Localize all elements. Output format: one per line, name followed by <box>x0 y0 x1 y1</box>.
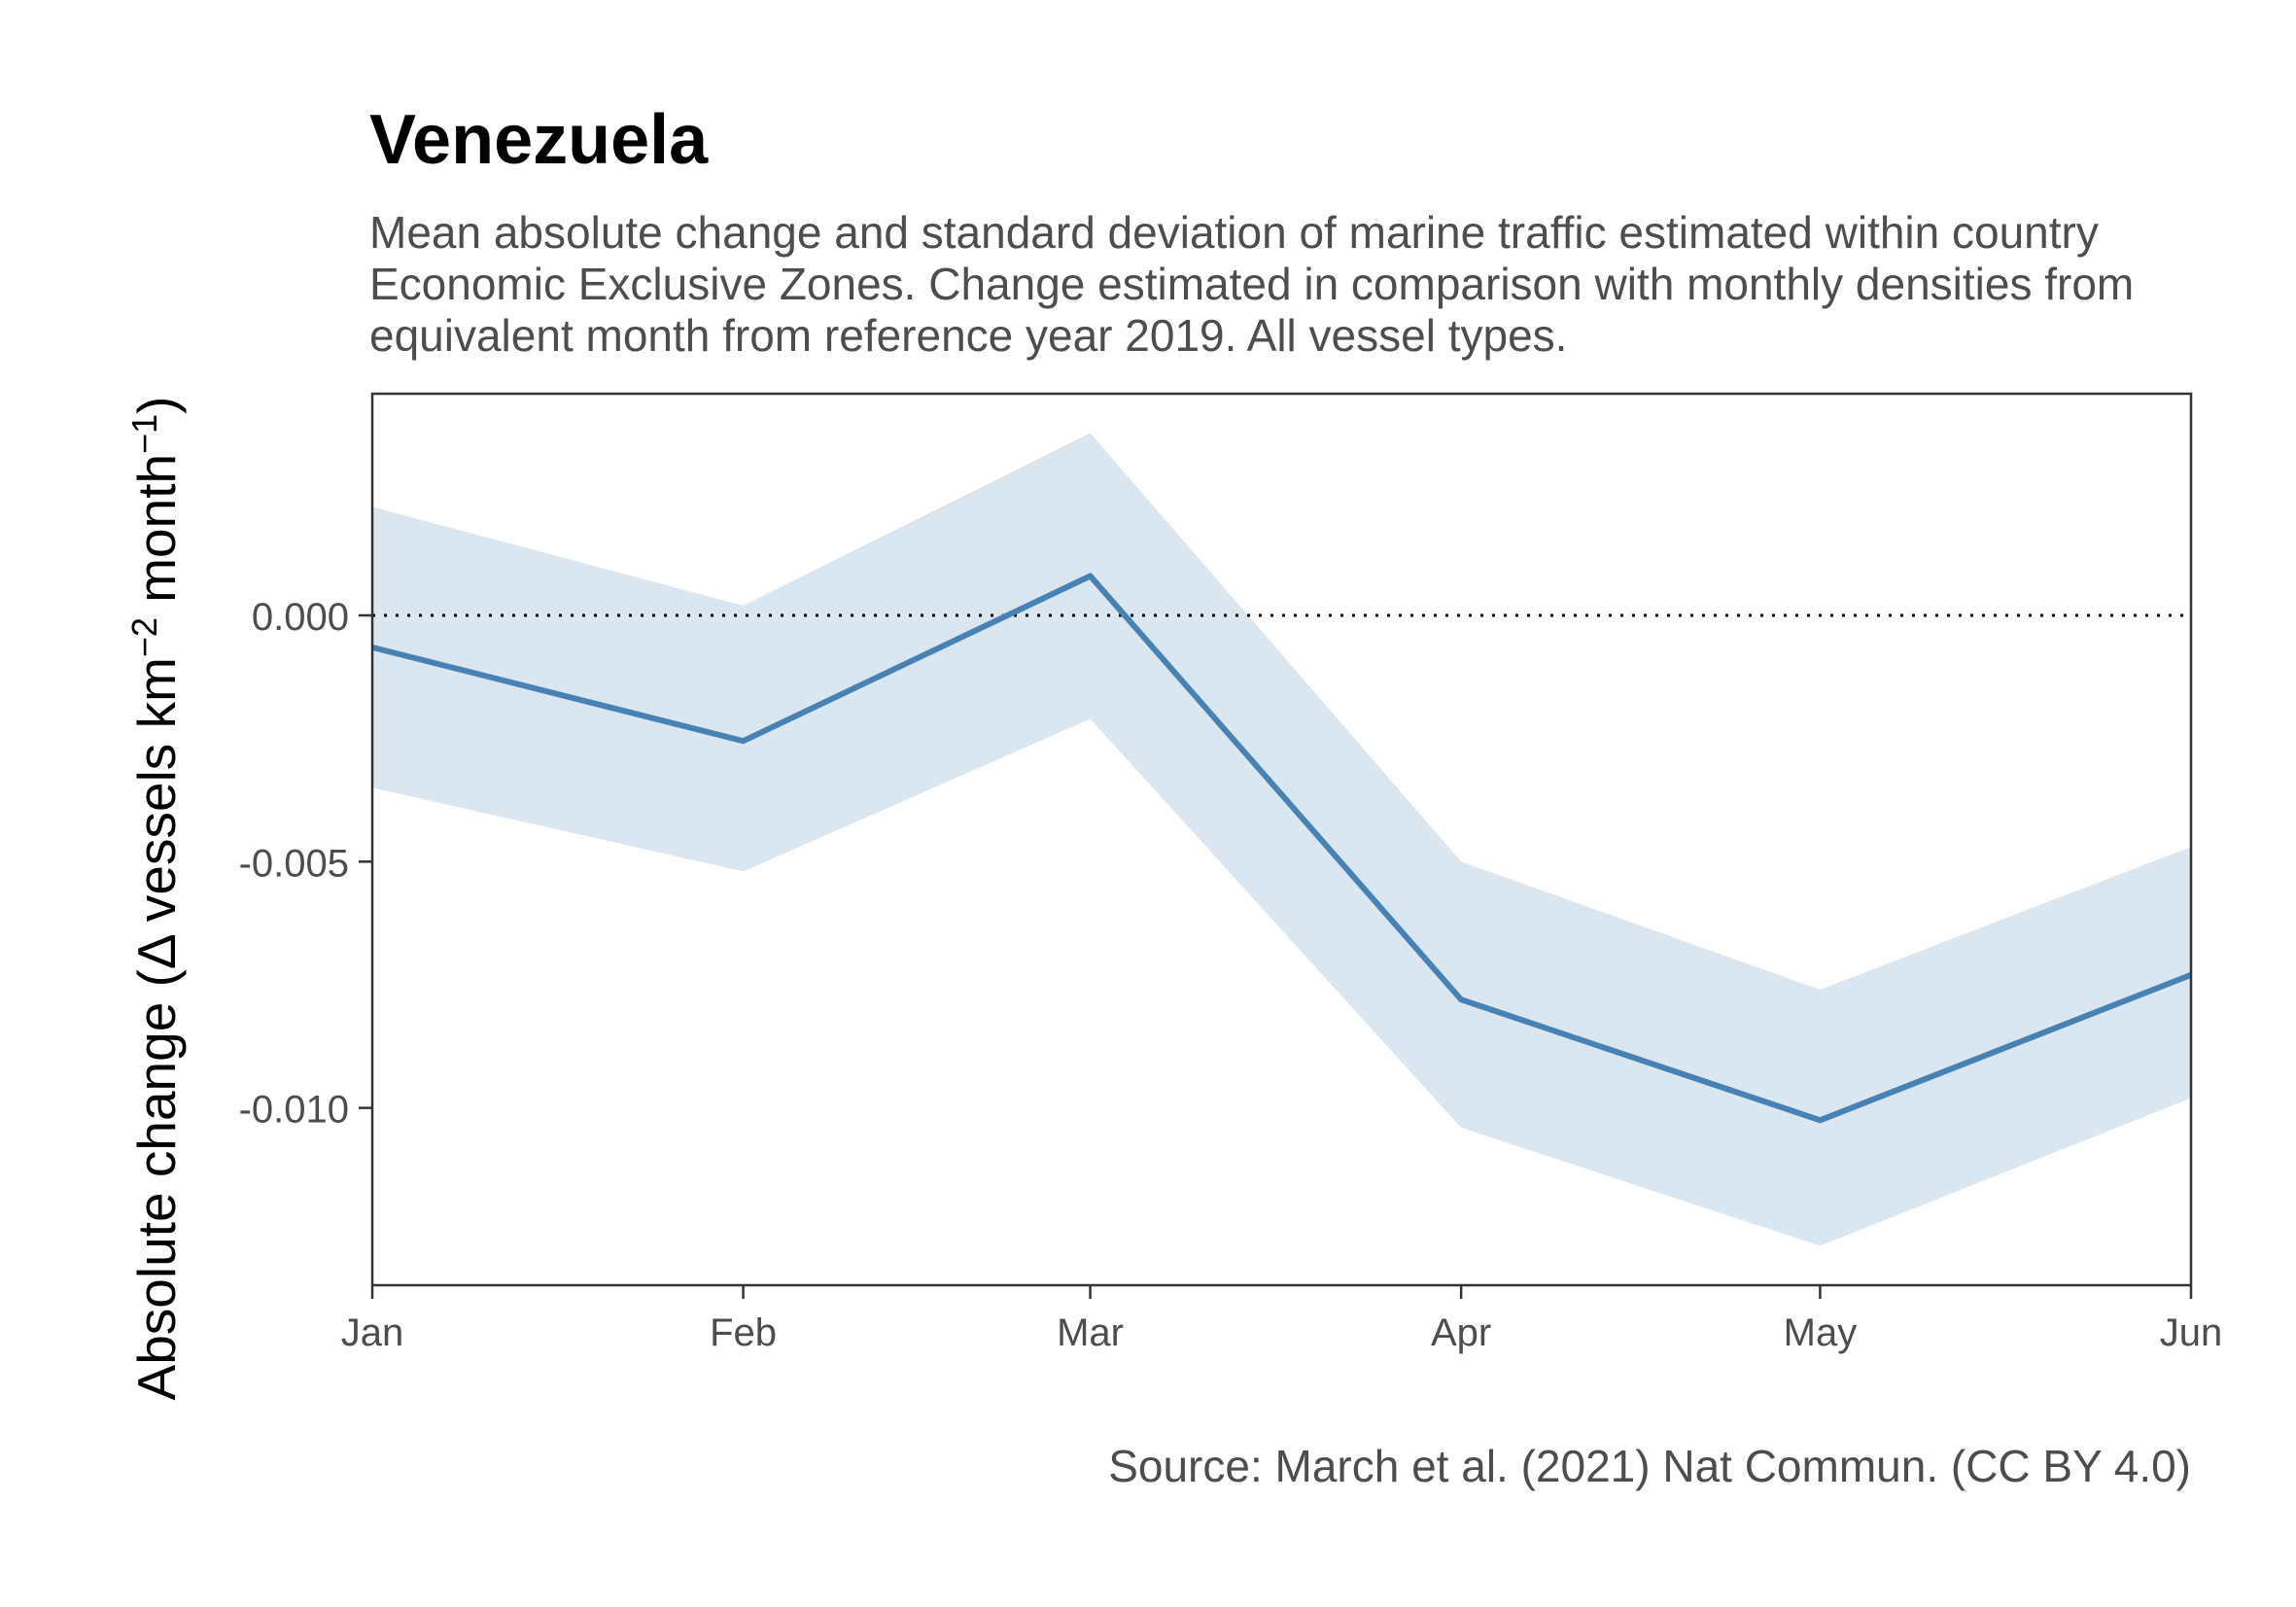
x-tick-label-may: May <box>1784 1311 1858 1354</box>
y-tick-label: -0.005 <box>239 842 349 885</box>
mean-line <box>371 573 2193 1124</box>
x-tick-label-apr: Apr <box>1431 1311 1491 1354</box>
x-tick-label-mar: Mar <box>1057 1311 1124 1354</box>
chart-caption: Source: March et al. (2021) Nat Commun. … <box>1108 1441 2191 1491</box>
plot-panel-border <box>370 392 2193 1287</box>
sd-ribbon <box>372 433 2191 1246</box>
x-tick-label-jan: Jan <box>341 1311 404 1354</box>
y-tick-label: -0.010 <box>239 1089 349 1132</box>
chart-title: Venezuela <box>369 101 709 179</box>
y-tick-label: 0.000 <box>252 596 349 639</box>
x-tick-label-jun: Jun <box>2160 1311 2223 1354</box>
chart-subtitle: Mean absolute change and standard deviat… <box>369 207 2135 361</box>
x-tick-label-feb: Feb <box>710 1311 777 1354</box>
